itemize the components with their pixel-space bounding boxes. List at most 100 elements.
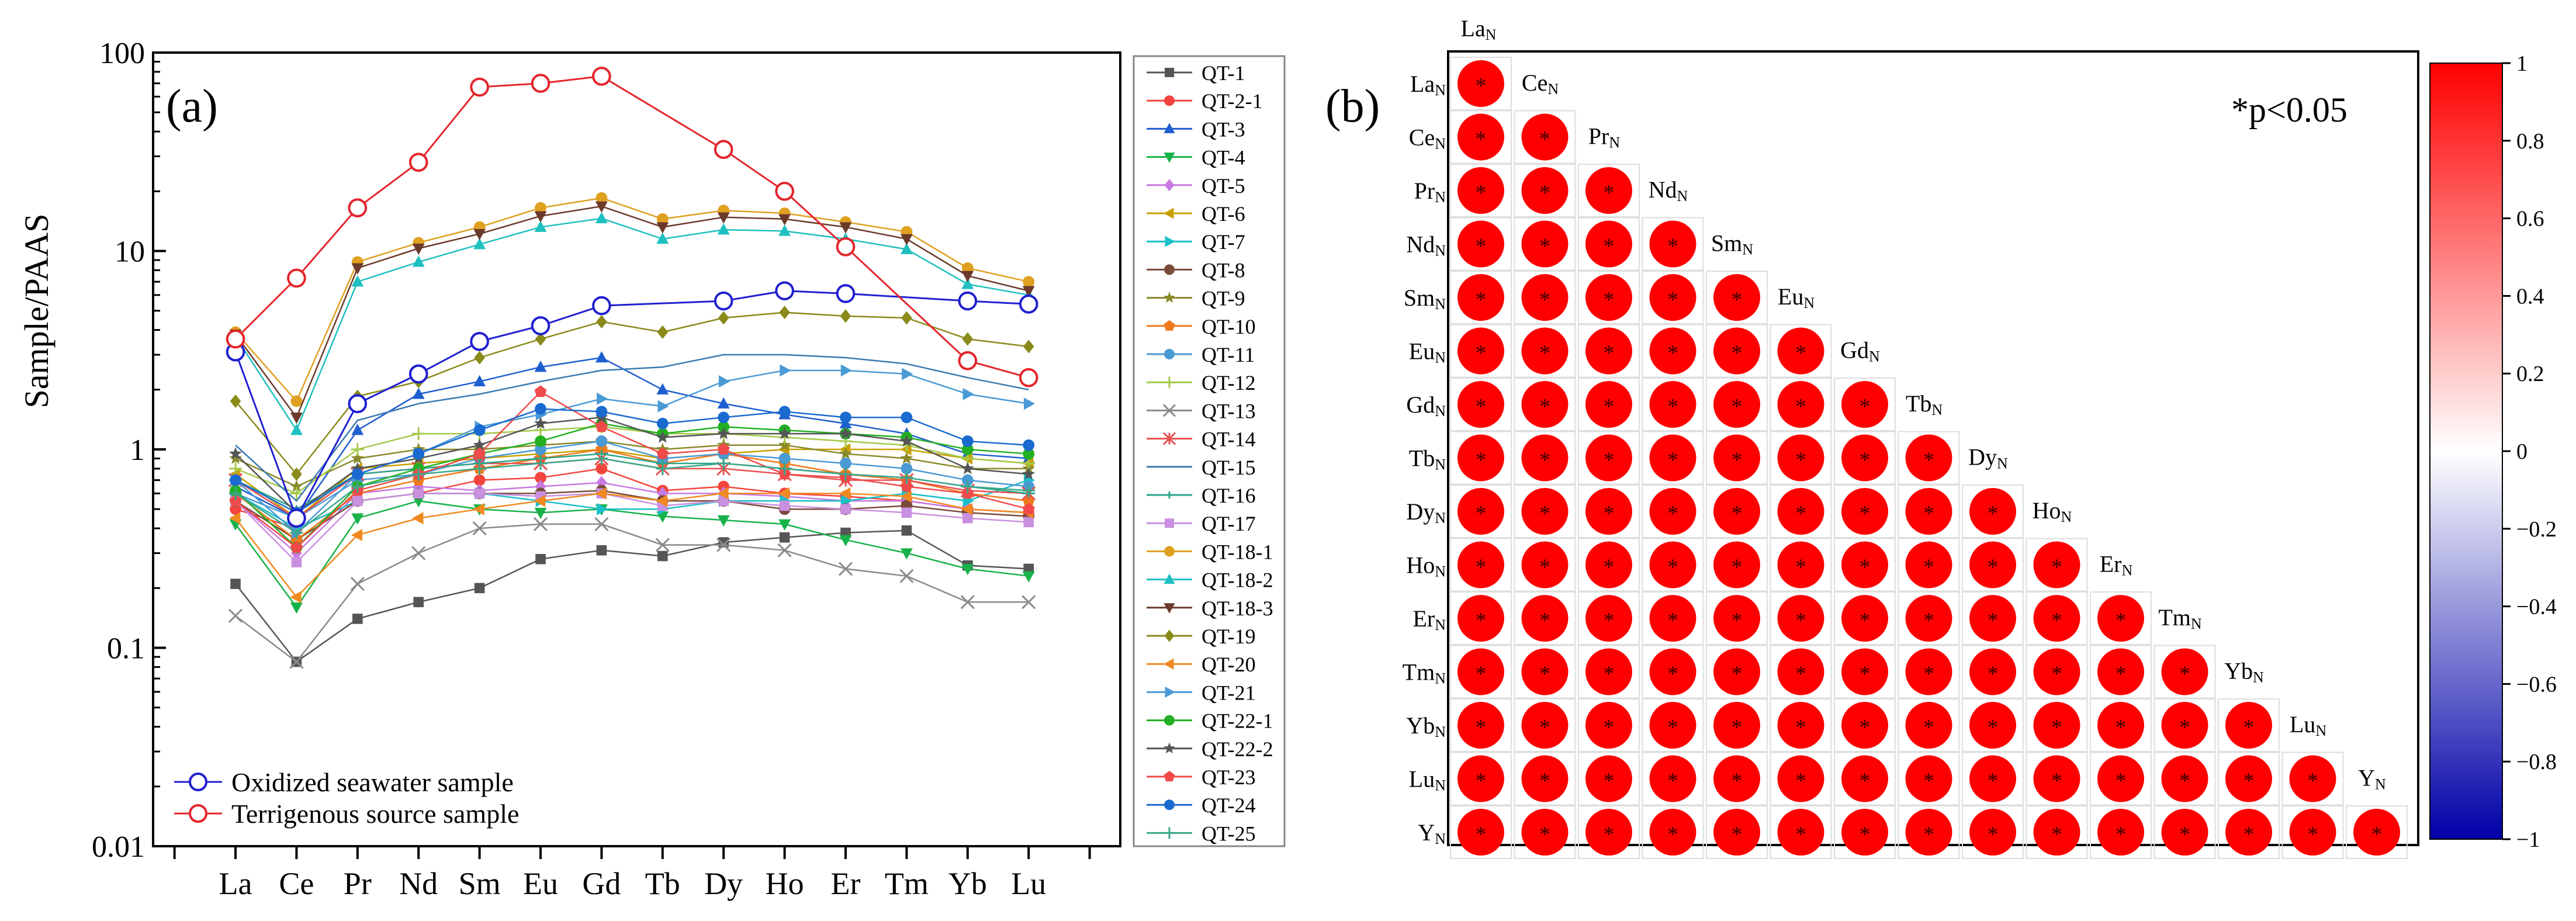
legend-marker [1164,123,1175,133]
data-point [775,182,794,201]
matrix-cell [1642,484,1704,538]
legend-label: QT-4 [1202,146,1245,169]
matrix-cell [1770,698,1832,752]
legend-marker [1164,153,1175,163]
row-label: YbN [1406,712,1446,740]
data-point [229,494,242,507]
correlation-circle [1649,327,1696,375]
data-point [411,546,426,560]
correlation-circle [1969,809,2016,856]
significance-star: * [1667,608,1678,633]
data-point [289,655,304,669]
legend-entry: QT-8 [1147,258,1245,282]
data-point [352,614,363,624]
legend-entry: QT-11 [1147,343,1255,366]
matrix-cell [1642,698,1704,752]
matrix-cell [1642,324,1704,378]
significance-star: * [1667,769,1678,794]
significance-star: * [2179,769,2190,794]
matrix-cell [2218,752,2280,806]
correlation-circle [1649,702,1696,749]
data-point [412,427,425,441]
column-label: PrN [1588,123,1621,151]
legend-marker [1164,320,1175,331]
data-point [840,309,851,323]
matrix-cell [1898,484,1960,538]
legend-label: QT-18-1 [1202,540,1273,563]
series-line [235,354,1029,502]
correlation-circle [1585,167,1632,214]
significance-star: * [1476,662,1487,687]
column-label: NdN [1649,176,1688,205]
data-point [1023,397,1036,410]
x-tick-label: Lu [1011,866,1046,901]
data-point [535,472,546,484]
correlation-circle [2161,755,2208,802]
data-point [594,517,609,531]
data-point [595,406,608,418]
column-label: EuN [1778,283,1815,311]
matrix-cell [1898,591,1960,645]
data-point [470,331,489,351]
data-point [472,521,487,536]
significance-star: * [1476,608,1487,633]
legend-label: QT-2-1 [1202,89,1263,113]
matrix-cell [1514,645,1576,699]
data-point [412,468,425,481]
significance-star: * [1860,448,1871,473]
significance-star: * [2243,769,2255,794]
colorbar-tick-label: 1 [2516,51,2527,76]
matrix-cell [1770,805,1832,859]
legend-marker [1164,292,1175,303]
significance-star: * [1476,394,1487,419]
significance-star: * [2051,662,2062,687]
series-line [235,197,1029,403]
correlation-circle [1521,434,1569,482]
legend-label: QT-18-2 [1202,569,1273,592]
series-qt-24 [230,403,1035,519]
data-point [533,517,548,531]
correlation-circle [2225,809,2272,856]
data-point [780,364,791,377]
data-point [535,332,546,346]
y-axis-title: Sample/PAAS [18,213,56,408]
legend-entry: QT-4 [1147,146,1245,169]
significance-star: * [1539,769,1550,794]
legend-label: QT-16 [1202,484,1256,507]
data-point [597,392,608,405]
data-point [840,364,852,377]
matrix-cell [1770,484,1832,538]
significance-star: * [1860,769,1871,794]
data-point [351,263,364,275]
x-tick-label: Tb [645,866,680,901]
significance-star: * [2051,715,2062,740]
x-tick-label: Er [831,866,861,901]
data-point [592,296,611,316]
data-point [961,462,974,475]
data-point [473,424,486,436]
data-point [226,329,245,349]
correlation-circle [1649,755,1696,802]
data-point [597,503,608,515]
column-label: GdN [1840,337,1880,365]
matrix-cell [2281,805,2344,859]
data-point [230,579,241,589]
data-point [840,458,851,469]
row-label: LaN [1410,71,1446,99]
column-label: CeN [1522,70,1559,98]
significance-star: * [1476,288,1487,312]
series-line [235,390,1029,549]
significance-star: * [1539,394,1550,419]
significance-star: * [1732,448,1743,473]
matrix-cell [1834,698,1896,752]
data-point [291,557,302,567]
data-point [961,564,974,576]
correlation-circle [1777,595,1824,642]
significance-star: * [1604,234,1615,259]
series-line [235,529,1029,663]
data-point [840,411,851,424]
data-point [900,471,913,484]
legend-marker [1164,658,1174,670]
legend-entry: QT-22-2 [1147,738,1273,761]
correlation-circle [1777,755,1824,802]
